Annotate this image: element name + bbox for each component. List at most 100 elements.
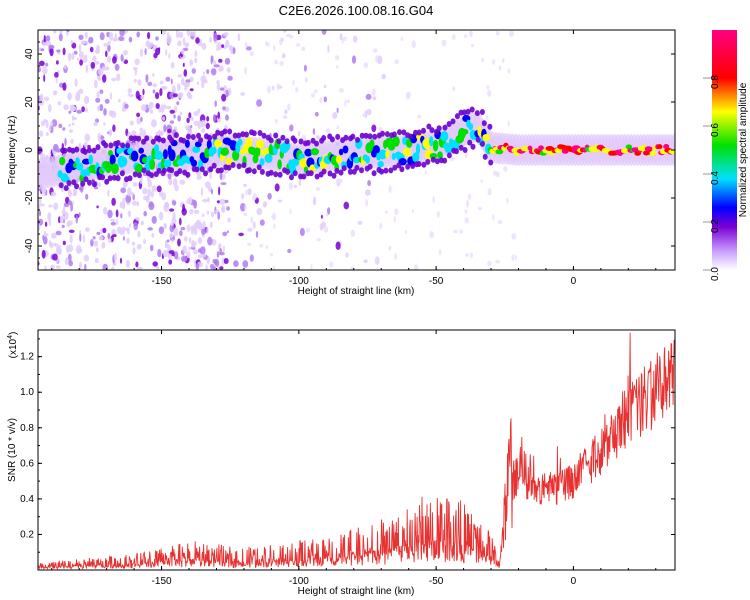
spectrogram-edge-blob [212,133,218,140]
spectrogram-noise-blob [180,227,186,231]
spectrogram-noise-blob [432,195,435,204]
spectrogram-noise-blob [57,101,62,106]
spectrogram-noise-blob [344,99,347,107]
spectrogram-edge-blob [408,133,414,140]
spectrogram-ridge-blob [415,143,421,155]
spectrogram-noise-blob [102,227,107,234]
spectrogram-edge-blob [396,162,402,169]
spectrogram-noise-blob [97,77,102,81]
spectrogram-noise-blob [313,89,318,94]
spectrogram-noise-blob [93,240,99,247]
spectrogram-ridge-blob [190,159,198,167]
spectrogram-ridge-blob [225,157,233,166]
spectrogram-noise-blob [200,119,206,128]
spectrogram-ridge-blob [168,149,176,162]
spectrogram-noise-blob [339,88,344,93]
spectrogram-noise-blob [68,200,72,206]
spectrogram-noise-blob [83,141,88,148]
spectrogram-noise-blob [495,30,500,36]
spectrogram-noise-blob [168,259,173,265]
spectrogram-noise-blob [202,220,206,230]
spectrogram-edge-blob [132,135,138,142]
spectrogram-noise-blob [153,52,158,59]
spectrogram-ridge-blob [538,145,544,151]
spectrogram-noise-blob [275,118,278,124]
spectrogram-noise-blob [170,78,173,85]
spectrogram-noise-blob [177,40,182,47]
spectrogram-xtick-label: 0 [571,276,577,287]
spectrogram-noise-blob [498,65,502,71]
spectrogram-noise-blob [216,42,223,51]
spectrogram-noise-blob [155,103,160,109]
spectrogram-noise-blob [188,246,191,251]
spectrogram-noise-blob [48,104,52,113]
spectrogram-noise-blob [323,84,327,89]
spectrogram-edge-blob [276,138,282,145]
spectrogram-noise-blob [244,41,248,49]
spectrogram-noise-blob [321,221,326,229]
spectrogram-noise-blob [103,108,107,116]
colorbar-tick-label: 0.4 [710,171,721,185]
spectrogram-noise-blob [176,101,180,106]
spectrogram-noise-blob [126,237,130,244]
spectrogram-noise-blob [480,179,484,183]
spectrogram-noise-blob [76,57,80,61]
spectrogram-noise-blob [217,111,220,119]
spectrogram-edge-blob [190,134,196,140]
spectrogram-edge-blob [115,140,121,146]
spectrogram-ridge-blob [149,158,156,170]
spectrogram-edge-blob [261,132,267,139]
spectrogram-noise-blob [48,44,55,50]
spectrogram-noise-blob [453,229,458,234]
spectrogram-noise-blob [279,38,283,46]
spectrogram-noise-blob [363,62,369,69]
spectrogram-ridge-blob [245,137,253,148]
spectrogram-noise-blob [206,226,209,234]
spectrogram-noise-blob [156,185,162,193]
spectrogram-edge-blob [218,167,224,174]
spectrogram-edge-blob [331,172,337,179]
spectrogram-edge-blob [280,134,286,141]
spectrogram-noise-blob [73,50,78,55]
spectrogram-noise-blob [197,237,202,245]
spectrogram-edge-blob [111,174,117,181]
spectrogram-edge-blob [156,136,162,143]
spectrogram-edge-blob [149,172,154,179]
spectrogram-edge-blob [372,133,378,140]
spectrogram-noise-blob [470,252,473,259]
spectrogram-edge-blob [132,171,138,178]
spectrogram-noise-blob [68,123,72,127]
spectrogram-noise-blob [155,131,160,137]
spectrogram-noise-blob [256,99,263,107]
spectrogram-noise-blob [185,124,191,131]
spectrogram-noise-blob [92,55,97,62]
spectrogram-edge-blob [405,163,411,170]
spectrogram-noise-blob [289,124,294,132]
spectrogram-edge-blob [273,171,279,178]
spectrogram-noise-blob [288,182,293,190]
spectrogram-noise-blob [205,264,208,270]
spectrogram-noise-blob [111,77,117,82]
spectrogram-noise-blob [90,61,96,69]
spectrogram-noise-blob [136,243,142,250]
spectrogram-ridge-blob [392,136,400,147]
spectrogram-ridge-blob [259,158,265,166]
spectrogram-noise-blob [364,110,368,119]
snr-scale-label: (x104) [7,332,19,359]
spectrogram-edge-blob [413,129,418,136]
spectrogram-noise-blob [67,92,72,101]
spectrogram-noise-blob [332,112,338,119]
spectrogram-noise-blob [169,224,175,233]
spectrogram-noise-blob [82,57,88,63]
spectrogram-noise-blob [218,243,222,250]
spectrogram-edge-blob [321,168,327,175]
spectrogram-noise-blob [210,211,214,218]
spectrogram-noise-blob [70,138,74,145]
spectrogram-noise-blob [152,83,157,88]
spectrogram-noise-blob [194,50,198,58]
spectrogram-edge-blob [442,157,448,164]
spectrogram-noise-blob [162,86,168,90]
spectrogram-noise-blob [495,171,500,178]
spectrogram-noise-blob [464,209,468,214]
spectrogram-noise-blob [186,30,190,37]
